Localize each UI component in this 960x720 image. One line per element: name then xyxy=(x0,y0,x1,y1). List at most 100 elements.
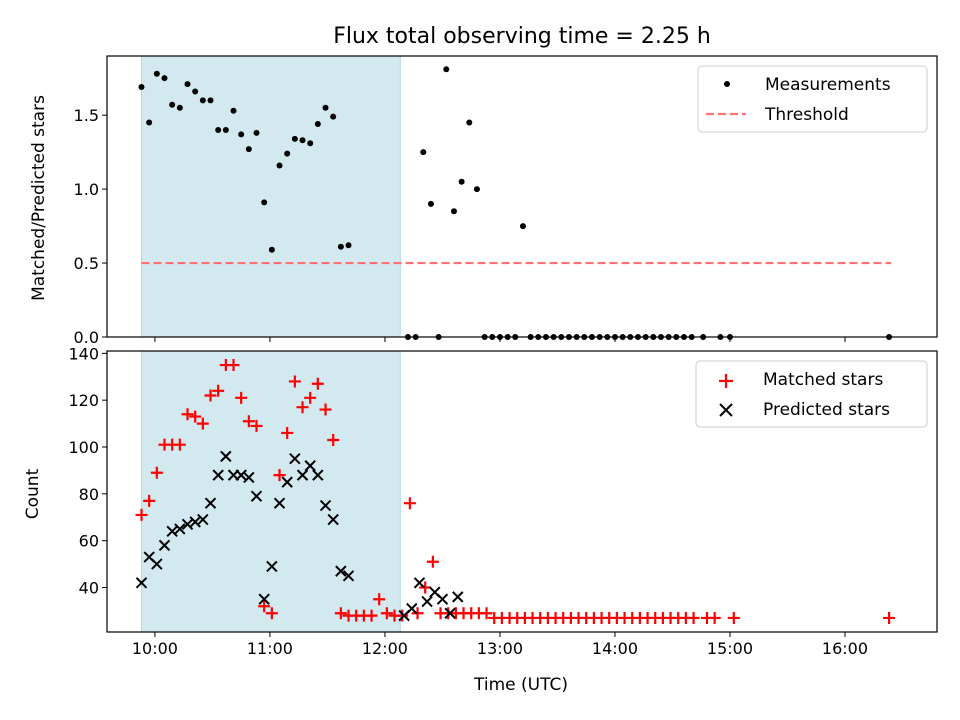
predicted-star-marker xyxy=(189,516,201,528)
matched-star-marker xyxy=(319,403,332,416)
x-tick-label: 13:00 xyxy=(477,639,523,658)
predicted-star-marker xyxy=(406,602,418,615)
matched-star-marker xyxy=(727,611,740,624)
measurement-point xyxy=(466,119,473,126)
matched-star-marker xyxy=(403,497,416,510)
x-axis-label: Time (UTC) xyxy=(473,675,568,695)
matched-star-marker xyxy=(204,389,217,402)
measurement-point xyxy=(146,119,153,126)
measurement-point xyxy=(268,246,275,253)
measurement-point xyxy=(153,70,160,77)
measurement-point xyxy=(519,223,526,230)
predicted-star-marker xyxy=(281,476,293,488)
bottom-legend: Matched stars Predicted stars xyxy=(695,360,928,428)
matched-star-marker xyxy=(135,508,148,521)
matched-star-marker xyxy=(181,408,194,421)
legend-marker-predicted xyxy=(719,403,733,417)
legend-label-threshold: Threshold xyxy=(764,105,849,125)
axes-frame xyxy=(106,350,938,633)
predicted-star-marker xyxy=(151,558,163,570)
top-legend: Measurements Threshold xyxy=(697,65,928,133)
matched-star-marker xyxy=(258,600,271,613)
predicted-star-marker xyxy=(319,499,332,512)
measurement-point xyxy=(184,81,191,88)
measurement-point xyxy=(443,66,450,73)
legend-marker-matched xyxy=(719,374,733,388)
matched-star-marker xyxy=(304,391,317,404)
matched-star-marker xyxy=(883,611,896,624)
matched-star-marker xyxy=(480,607,493,620)
predicted-star-marker xyxy=(250,490,263,502)
legend-label-matched: Matched stars xyxy=(763,370,883,390)
x-tick-label: 15:00 xyxy=(707,639,753,658)
matched-star-marker xyxy=(396,609,409,622)
matched-star-marker xyxy=(150,466,163,479)
y-tick-label: 100 xyxy=(68,438,99,457)
measurement-point xyxy=(199,97,206,104)
measurement-point xyxy=(345,242,352,249)
measurement-point xyxy=(314,121,321,128)
predicted-star-marker xyxy=(181,518,194,530)
y-tick-label: 120 xyxy=(68,391,99,410)
y-tick-label: 140 xyxy=(68,344,99,363)
measurement-point xyxy=(473,186,480,193)
x-tick-label: 10:00 xyxy=(132,639,178,658)
measurement-point xyxy=(299,137,306,144)
chart-title: Flux total observing time = 2.25 h xyxy=(333,24,711,49)
matched-star-marker xyxy=(411,607,424,620)
axes-frame xyxy=(106,55,938,338)
predicted-star-marker xyxy=(174,523,186,535)
matched-star-marker xyxy=(296,401,309,414)
measurement-point xyxy=(192,88,199,95)
measurement-point xyxy=(427,200,434,207)
predicted-star-marker xyxy=(158,539,171,552)
legend-label-measurements: Measurements xyxy=(765,75,891,95)
x-tick-label: 16:00 xyxy=(822,639,868,658)
predicted-star-marker xyxy=(258,593,270,605)
matched-star-marker xyxy=(143,494,156,507)
x-tick-label: 14:00 xyxy=(592,639,638,658)
matched-star-marker xyxy=(173,438,186,451)
measurement-point xyxy=(330,113,337,120)
top-y-axis-label: Matched/Predicted stars xyxy=(29,95,49,301)
y-tick-label: 1.5 xyxy=(74,106,99,125)
matched-star-marker xyxy=(235,391,248,404)
matched-star-marker xyxy=(708,611,721,624)
predicted-star-marker xyxy=(327,513,339,526)
predicted-star-marker xyxy=(166,525,178,538)
predicted-star-marker xyxy=(342,570,355,582)
predicted-star-marker xyxy=(444,607,456,619)
predicted-star-marker xyxy=(335,565,347,577)
predicted-star-marker xyxy=(220,450,232,463)
matched-star-marker xyxy=(380,607,393,620)
predicted-star-marker xyxy=(421,595,433,608)
matched-star-marker xyxy=(281,426,294,439)
top-panel: 0.0 0.5 1.0 1.5 Measurements Threshold xyxy=(74,55,938,347)
predicted-star-marker xyxy=(312,469,324,481)
measurement-point xyxy=(238,131,245,138)
predicted-star-marker xyxy=(304,460,316,472)
matched-star-marker xyxy=(327,433,340,446)
measurement-point xyxy=(176,104,183,111)
measurement-point xyxy=(161,75,168,82)
measurement-point xyxy=(138,84,145,91)
measurement-point xyxy=(307,140,314,147)
measurement-point xyxy=(276,162,283,169)
measurement-point xyxy=(222,126,229,133)
matched-star-marker xyxy=(373,593,386,606)
bottom-panel: 40 60 80 100 120 140 10:00 11:00 12:00 13:00 14:00… xyxy=(68,344,938,658)
predicted-star-marker xyxy=(204,497,217,509)
y-tick-label: 1.0 xyxy=(74,180,99,199)
matched-star-marker xyxy=(250,419,263,432)
y-tick-label: 0.0 xyxy=(74,328,99,347)
matched-star-marker xyxy=(212,384,225,397)
measurement-point xyxy=(458,178,465,185)
predicted-star-marker xyxy=(212,469,224,481)
bottom-y-axis-label: Count xyxy=(23,468,43,519)
predicted-star-marker xyxy=(243,471,255,484)
y-tick-label: 40 xyxy=(79,579,99,598)
measurement-point xyxy=(169,101,176,108)
predicted-star-marker xyxy=(296,469,309,481)
matched-star-marker xyxy=(334,607,347,620)
matched-star-marker xyxy=(227,359,240,372)
